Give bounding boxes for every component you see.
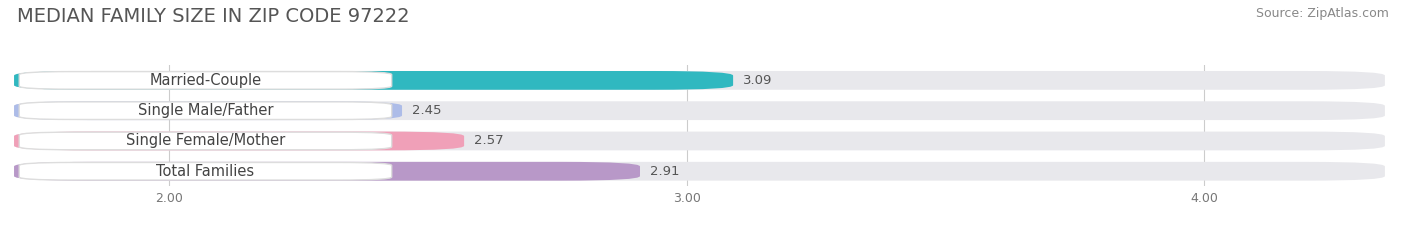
FancyBboxPatch shape	[14, 71, 1385, 90]
Text: Single Female/Mother: Single Female/Mother	[125, 134, 285, 148]
FancyBboxPatch shape	[14, 101, 402, 120]
FancyBboxPatch shape	[14, 132, 464, 150]
FancyBboxPatch shape	[14, 132, 1385, 150]
FancyBboxPatch shape	[20, 162, 392, 180]
Text: MEDIAN FAMILY SIZE IN ZIP CODE 97222: MEDIAN FAMILY SIZE IN ZIP CODE 97222	[17, 7, 409, 26]
Text: 2.45: 2.45	[412, 104, 441, 117]
Text: Source: ZipAtlas.com: Source: ZipAtlas.com	[1256, 7, 1389, 20]
Text: 3.09: 3.09	[744, 74, 773, 87]
FancyBboxPatch shape	[14, 71, 733, 90]
FancyBboxPatch shape	[20, 72, 392, 89]
FancyBboxPatch shape	[14, 162, 640, 181]
Text: 2.57: 2.57	[474, 134, 505, 147]
FancyBboxPatch shape	[14, 162, 1385, 181]
Text: Married-Couple: Married-Couple	[149, 73, 262, 88]
FancyBboxPatch shape	[20, 102, 392, 120]
FancyBboxPatch shape	[20, 132, 392, 150]
Text: Total Families: Total Families	[156, 164, 254, 179]
Text: Single Male/Father: Single Male/Father	[138, 103, 273, 118]
Text: 2.91: 2.91	[651, 165, 681, 178]
FancyBboxPatch shape	[14, 101, 1385, 120]
